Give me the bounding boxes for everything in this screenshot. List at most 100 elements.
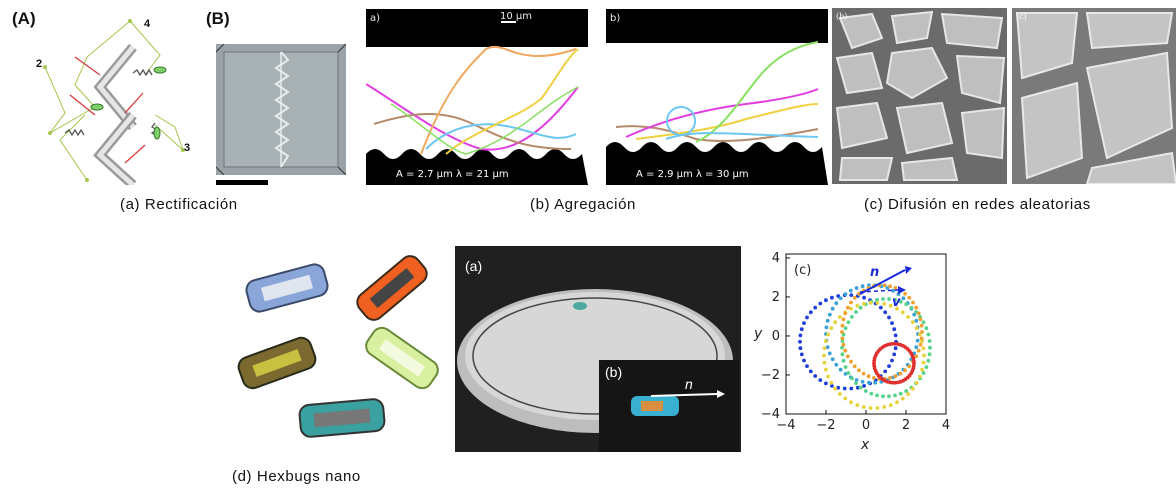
trajectory-point <box>822 346 827 351</box>
trajectory-point <box>914 354 919 359</box>
caption-agregacion: (b) Agregación <box>530 196 636 213</box>
scale-label: 10 μm <box>500 11 532 22</box>
trajectory-point <box>861 371 866 376</box>
trajectory-point <box>834 301 839 306</box>
trajectory-point <box>825 345 830 350</box>
trajectory-point <box>868 301 873 305</box>
trajectory-point <box>833 320 838 325</box>
trajectory-point <box>830 295 834 300</box>
trajectory-point <box>845 354 850 359</box>
y-tick-label: 0 <box>772 329 780 344</box>
trajectory-point <box>910 386 915 391</box>
trajectory-point <box>906 392 910 396</box>
trajectory-point <box>882 283 887 288</box>
trajectory-point <box>910 320 915 325</box>
x-axis-label: x <box>860 437 870 453</box>
trajectory-point <box>904 302 909 307</box>
trajectory-point <box>826 374 830 379</box>
trajectory-point <box>858 305 863 310</box>
trajectory-point <box>860 284 865 289</box>
trajectory-point <box>911 364 916 368</box>
trajectory-point <box>834 362 839 367</box>
trajectory-point <box>915 338 920 343</box>
trajectory-point <box>890 358 894 363</box>
trajectory-point <box>887 364 891 368</box>
trajectory-point <box>926 358 931 363</box>
trajectory-point <box>808 369 813 374</box>
trajectory-point <box>830 384 834 388</box>
trajectory-point <box>895 306 899 311</box>
trajectory-point <box>829 326 834 330</box>
trajectory-point <box>904 389 909 393</box>
arena-photo: (a) (b) n <box>455 246 741 452</box>
trajectory-point <box>845 305 850 310</box>
trajectory-point <box>869 391 874 396</box>
trajectory-point <box>887 394 891 399</box>
trajectory-point <box>875 406 880 410</box>
trajectory-point <box>841 358 846 363</box>
trajectory-point <box>840 339 845 343</box>
trajectory-point <box>898 299 903 304</box>
trajectory-point <box>802 321 806 325</box>
trajectory-point <box>854 286 859 290</box>
trajectory-point <box>798 339 802 344</box>
trajectory-point <box>890 380 895 385</box>
rectification-diagram <box>43 19 185 185</box>
trajectory-point <box>911 300 915 305</box>
sub-a-label: a) <box>370 13 380 24</box>
aggregation-trajectories: a) 10 μm A = 2.7 μm λ = 21 μm b) A = 2.9… <box>365 9 828 185</box>
trajectory-point <box>850 315 854 319</box>
trajectory-point <box>916 311 921 316</box>
sem-micrograph <box>215 43 347 176</box>
x-tick-label: −2 <box>816 418 835 433</box>
trajectory-point <box>898 371 903 376</box>
v-arrow-head <box>898 286 906 294</box>
trajectory-point <box>838 315 842 319</box>
caption-rectificacion: (a) Rectificación <box>120 196 238 213</box>
n-arrow <box>859 269 906 295</box>
trajectory-point <box>840 352 845 357</box>
trajectory-point <box>920 367 924 372</box>
trajectory-point <box>818 301 823 306</box>
trajectory-point <box>840 330 844 334</box>
trajectory-point <box>824 298 828 303</box>
trajectory-point <box>866 374 871 379</box>
trajectory-point <box>862 295 866 300</box>
trajectory-point <box>854 310 858 314</box>
trajectory-point <box>846 320 851 325</box>
trajectory-point <box>893 341 898 346</box>
params-b: A = 2.9 μm λ = 30 μm <box>636 169 749 180</box>
trajectory-point <box>852 295 857 300</box>
trajectory-point <box>928 345 932 350</box>
trajectory-point <box>841 317 846 322</box>
trajectory-point <box>890 321 894 325</box>
trajectory-point <box>840 336 845 341</box>
trajectory-point <box>922 353 926 358</box>
trajectory-point <box>918 374 922 379</box>
trajectory-point <box>854 378 859 382</box>
trajectory-point <box>855 303 860 308</box>
x-tick-label: 2 <box>902 418 910 433</box>
trajectory-point <box>867 380 871 385</box>
n-arrow-head <box>905 266 912 274</box>
trajectory-point <box>846 371 851 375</box>
trajectory-point <box>861 405 866 409</box>
trajectory-point <box>841 342 846 347</box>
trajectory-point <box>838 392 842 396</box>
trajectory-point <box>799 352 804 357</box>
trajectory-point <box>830 357 835 362</box>
trajectory-point <box>914 380 919 385</box>
panel-letter-A: (A) <box>12 9 36 28</box>
trajectory-point <box>868 406 873 410</box>
n-label: n <box>870 265 879 280</box>
trajectory-point <box>888 403 893 407</box>
trajectory-chart: −4 −2 0 2 4 4 2 0 −2 −4 (c) n v x y <box>750 246 960 456</box>
sub-b-label: b) <box>610 13 620 24</box>
trajectory-point <box>838 367 843 372</box>
trajectory-point <box>827 351 832 356</box>
y-tick-label: −2 <box>761 368 780 383</box>
v-label: v <box>892 295 901 310</box>
x-tick-label: 4 <box>942 418 950 433</box>
trajectory-point <box>881 394 885 399</box>
trajectory-point <box>849 359 853 364</box>
